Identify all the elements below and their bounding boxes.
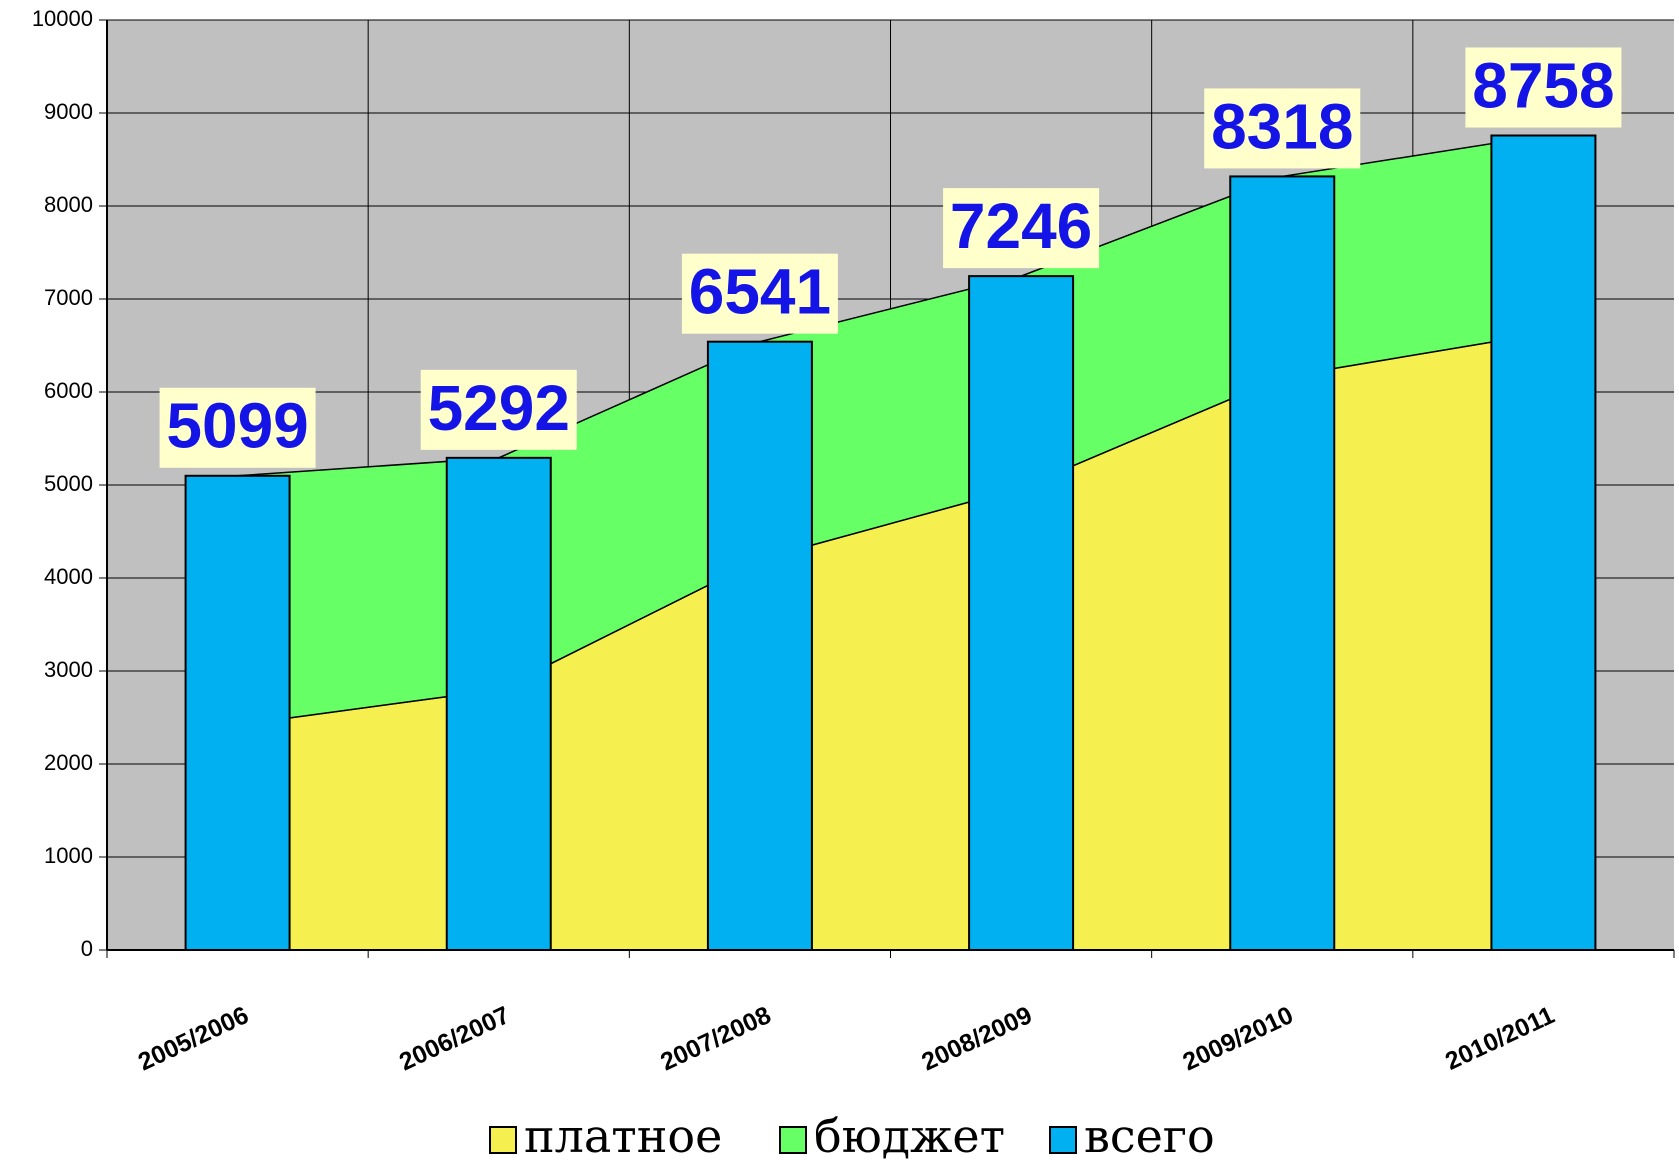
x-tick-label: 2008/2009 bbox=[917, 1001, 1036, 1076]
x-tick-label: 2009/2010 bbox=[1179, 1001, 1298, 1076]
y-tick-label: 1000 bbox=[44, 843, 93, 868]
data-label: 7246 bbox=[950, 190, 1092, 262]
bar bbox=[1229, 175, 1336, 951]
data-label-box bbox=[1465, 47, 1622, 128]
x-tick-label: 2005/2006 bbox=[134, 1001, 253, 1076]
data-label-box bbox=[420, 369, 577, 450]
y-tick-label: 9000 bbox=[44, 99, 93, 124]
y-tick-label: 7000 bbox=[44, 285, 93, 310]
data-label-box bbox=[1204, 88, 1361, 169]
bar bbox=[184, 474, 291, 951]
legend-label: бюджет bbox=[814, 1109, 1005, 1162]
legend-swatch bbox=[779, 1126, 807, 1154]
data-label-box bbox=[943, 188, 1100, 269]
data-label: 5099 bbox=[166, 390, 308, 462]
y-tick-label: 8000 bbox=[44, 192, 93, 217]
bar bbox=[706, 340, 813, 951]
y-tick-label: 4000 bbox=[44, 564, 93, 589]
data-label: 5292 bbox=[428, 372, 570, 444]
data-label-box bbox=[681, 253, 838, 334]
legend-label: платное bbox=[524, 1109, 722, 1162]
x-tick-label: 2006/2007 bbox=[395, 1001, 514, 1076]
legend-label: всего bbox=[1084, 1109, 1215, 1162]
data-label: 8758 bbox=[1472, 49, 1614, 121]
y-tick-label: 0 bbox=[81, 936, 93, 961]
x-tick-label: 2007/2008 bbox=[656, 1001, 775, 1076]
legend-swatch bbox=[489, 1126, 517, 1154]
x-tick-label: 2010/2011 bbox=[1441, 1001, 1559, 1076]
y-tick-label: 5000 bbox=[44, 471, 93, 496]
data-label-box bbox=[159, 387, 316, 468]
legend-swatch bbox=[1049, 1126, 1077, 1154]
bar bbox=[445, 456, 552, 951]
bar bbox=[968, 275, 1075, 951]
data-label: 8318 bbox=[1211, 90, 1353, 162]
y-tick-label: 2000 bbox=[44, 750, 93, 775]
y-tick-label: 10000 bbox=[32, 6, 93, 31]
data-label: 6541 bbox=[689, 256, 831, 328]
y-tick-label: 6000 bbox=[44, 378, 93, 403]
y-tick-label: 3000 bbox=[44, 657, 93, 682]
bar bbox=[1490, 134, 1597, 952]
